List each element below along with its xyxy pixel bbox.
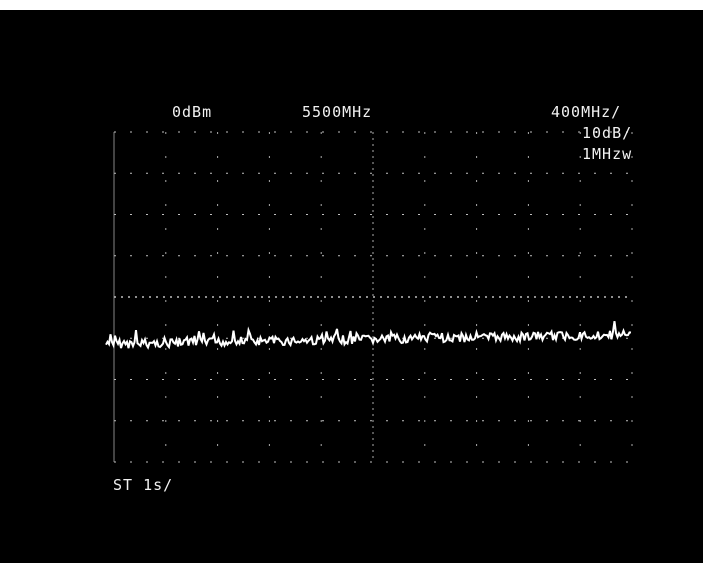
spectrum-trace [105, 321, 632, 350]
center-frequency-readout: 5500MHz [302, 103, 373, 121]
sweep-time-readout: ST 1s/ [113, 476, 174, 494]
analyzer-screen [0, 10, 703, 558]
resolution-bandwidth-readout: 1MHzw [582, 145, 633, 163]
span-readout: 400MHz/ [551, 103, 622, 121]
reference-level-readout: 0dBm [172, 103, 213, 121]
photo-border [0, 0, 703, 10]
scale-readout: 10dB/ [582, 124, 633, 142]
graticule-lines [113, 131, 633, 463]
